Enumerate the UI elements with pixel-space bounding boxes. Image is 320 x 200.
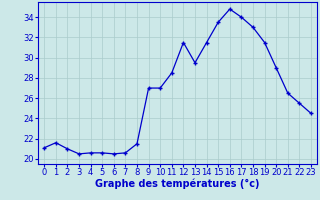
X-axis label: Graphe des températures (°c): Graphe des températures (°c) xyxy=(95,179,260,189)
